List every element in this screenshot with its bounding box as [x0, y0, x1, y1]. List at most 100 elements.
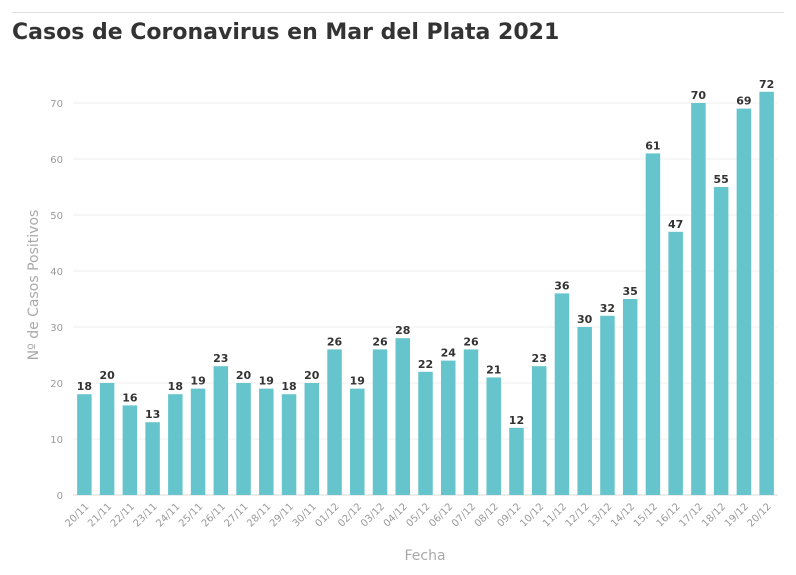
bar: [645, 153, 661, 495]
bar: [145, 422, 160, 495]
bar-value-label: 19: [350, 375, 365, 388]
x-tick-label: 27/11: [223, 501, 251, 529]
x-tick-label: 22/11: [109, 501, 137, 529]
bar-value-label: 55: [713, 173, 728, 186]
bar-value-label: 26: [327, 335, 343, 348]
x-tick-label: 04/12: [382, 501, 410, 529]
bar-value-label: 26: [463, 335, 479, 348]
bar-value-label: 30: [577, 313, 593, 326]
bar: [77, 394, 92, 495]
bar-value-label: 22: [418, 358, 433, 371]
bar-value-label: 18: [77, 380, 92, 393]
bar-value-label: 24: [441, 347, 457, 360]
bar-value-label: 28: [395, 324, 410, 337]
bar-value-label: 20: [304, 369, 320, 382]
value-labels: 18 20 16 13 18 19 23 20 19 18 20 26 19 26 28 22 24 26 21 12…: [77, 78, 775, 427]
bar-value-label: 26: [372, 335, 388, 348]
x-tick-label: 20/11: [63, 501, 91, 529]
x-tick-label: 26/11: [200, 501, 228, 529]
bar-value-label: 36: [554, 279, 570, 292]
x-tick-label: 29/11: [268, 501, 296, 529]
bar: [372, 349, 388, 495]
bar: [668, 231, 683, 496]
bar-value-label: 23: [213, 352, 228, 365]
y-axis-label: Nº de Casos Positivos: [26, 210, 42, 361]
y-tick-label: 50: [50, 211, 63, 222]
bar-value-label: 69: [736, 95, 751, 108]
y-tick-label: 30: [50, 323, 63, 334]
x-tick-label: 15/12: [632, 501, 660, 529]
bar-value-label: 23: [532, 352, 547, 365]
bar: [190, 388, 206, 495]
bar: [304, 383, 320, 495]
x-tick-label: 13/12: [586, 501, 614, 529]
x-tick-label: 11/12: [541, 501, 569, 529]
bar: [600, 315, 615, 495]
bar: [350, 388, 365, 495]
x-tick-label: 12/12: [564, 501, 592, 529]
y-tick-label: 60: [50, 155, 63, 166]
x-tick-label: 16/12: [655, 501, 683, 529]
bar-value-label: 16: [122, 391, 138, 404]
bar: [554, 293, 570, 495]
x-tick-label: 19/12: [723, 501, 751, 529]
x-tick-label: 06/12: [427, 501, 455, 529]
x-tick-label: 07/12: [450, 501, 478, 529]
bar: [759, 91, 774, 496]
bar: [463, 349, 479, 495]
x-tick-label: 28/11: [245, 501, 273, 529]
bar-value-label: 19: [190, 375, 205, 388]
bar: [736, 108, 752, 495]
bar: [622, 299, 638, 495]
x-tick-label: 30/11: [291, 501, 319, 529]
bar: [395, 338, 411, 495]
bar: [213, 366, 229, 495]
x-tick-label: 03/12: [359, 501, 387, 529]
x-tick-label: 21/11: [86, 501, 114, 529]
y-axis-ticks: 0 10 20 30 40 50 60 70: [50, 99, 63, 502]
bar-value-label: 18: [281, 380, 296, 393]
bar: [577, 327, 592, 495]
bar-value-label: 32: [600, 302, 615, 315]
x-tick-label: 10/12: [518, 501, 546, 529]
bar-value-label: 72: [759, 78, 774, 91]
bar: [327, 349, 342, 495]
bar-value-label: 61: [645, 139, 660, 152]
bar-value-label: 20: [99, 369, 115, 382]
chart-title: Casos de Coronavirus en Mar del Plata 20…: [12, 20, 560, 45]
bar: [713, 187, 729, 495]
bar: [486, 377, 501, 495]
bar: [122, 405, 138, 495]
grid-lines: [73, 102, 778, 496]
x-tick-label: 02/12: [336, 501, 364, 529]
x-tick-label: 14/12: [609, 501, 637, 529]
y-tick-label: 0: [57, 491, 63, 502]
bar-value-label: 19: [259, 375, 274, 388]
bar: [531, 366, 547, 495]
x-tick-label: 20/12: [746, 501, 774, 529]
x-tick-label: 24/11: [154, 501, 182, 529]
y-tick-label: 10: [50, 435, 63, 446]
x-tick-label: 01/12: [313, 501, 341, 529]
bar-value-label: 13: [145, 408, 160, 421]
bar: [509, 427, 524, 495]
top-rule: [12, 12, 784, 13]
x-tick-label: 08/12: [473, 501, 501, 529]
x-tick-label: 25/11: [177, 501, 205, 529]
x-tick-label: 09/12: [495, 501, 523, 529]
x-tick-label: 17/12: [677, 501, 705, 529]
bar-value-label: 12: [509, 414, 524, 427]
x-tick-label: 18/12: [700, 501, 728, 529]
bar: [418, 371, 433, 495]
x-tick-label: 23/11: [132, 501, 160, 529]
bar: [236, 383, 251, 495]
bar-value-label: 47: [668, 218, 683, 231]
y-tick-label: 40: [50, 267, 63, 278]
bar: [281, 394, 297, 495]
y-tick-label: 70: [50, 99, 63, 110]
bar: [440, 360, 456, 495]
bar-value-label: 20: [236, 369, 252, 382]
bar: [99, 383, 115, 495]
bar: [691, 103, 706, 495]
y-tick-label: 20: [50, 379, 63, 390]
